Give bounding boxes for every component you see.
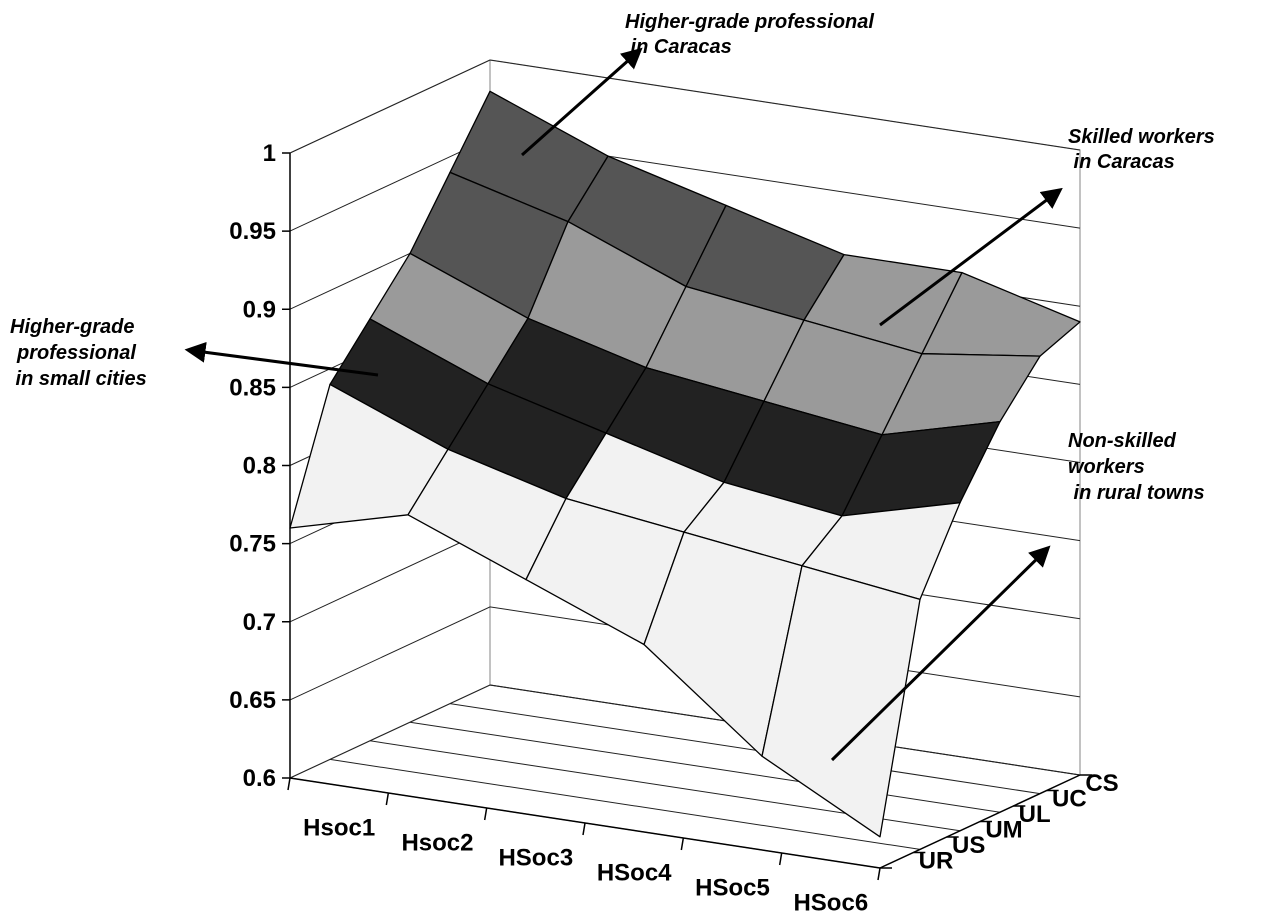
annotation-line: Skilled workers: [1068, 126, 1215, 148]
x-tick-mark: [287, 777, 291, 791]
z-tick-label: 0.85: [229, 374, 276, 401]
x-tick-label: HSoc3: [498, 845, 573, 872]
annotation-line: workers: [1068, 456, 1145, 478]
annotation-line: in small cities: [10, 368, 147, 390]
depth-tick-label: UC: [1052, 785, 1087, 812]
z-tick-label: 0.95: [229, 218, 276, 245]
arrow-hgp-small-cities: [184, 341, 379, 377]
arrow-skilled-caracas: [879, 187, 1063, 327]
chart-axes: 0.6 0.65 0.7 0.75 0.8 0.85 0.9 0.95 1 Hsoc1 Hsoc2 H…: [229, 140, 1118, 913]
annotation-line: in rural towns: [1068, 482, 1205, 504]
z-tick-label: 1: [263, 140, 276, 167]
surface-cell: [761, 565, 921, 838]
annotation-hgp-small-cities: Higher-grade professional in small citie…: [10, 316, 147, 390]
annotation-skilled-caracas: Skilled workers in Caracas: [1068, 126, 1220, 173]
z-tick-label: 0.7: [243, 609, 276, 636]
z-tick-label: 0.65: [229, 687, 276, 714]
annotation-line: Higher-grade professional: [625, 11, 874, 33]
annotation-line: Higher-grade: [10, 316, 134, 338]
x-tick-label: Hsoc2: [401, 830, 473, 857]
floor-gridline: [329, 758, 921, 850]
annotation-nonskilled-rural: Non-skilled workers in rural towns: [1068, 430, 1205, 504]
depth-tick-label: CS: [1085, 770, 1118, 797]
gridline: [289, 59, 1081, 154]
floor-gridline: [449, 703, 1041, 795]
depth-tick-label: UL: [1019, 801, 1051, 828]
annotation-line: in Caracas: [625, 36, 732, 58]
z-tick-label: 0.9: [243, 296, 276, 323]
x-tick-mark: [680, 837, 685, 851]
annotation-line: Non-skilled: [1068, 430, 1177, 452]
x-tick-mark: [582, 822, 586, 836]
x-tick-label: HSoc4: [597, 860, 672, 887]
z-tick-label: 0.75: [229, 531, 276, 558]
arrow-hgp-caracas: [521, 47, 643, 157]
z-tick-label: 0.6: [243, 765, 276, 792]
x-tick-mark: [385, 792, 390, 806]
x-tick-label: HSoc6: [793, 890, 868, 913]
x-tick-label: Hsoc1: [303, 815, 375, 842]
depth-tick-label: US: [952, 832, 985, 859]
arrow-nonskilled-rural: [830, 545, 1051, 762]
annotation-line: in Caracas: [1068, 151, 1175, 173]
x-tick-mark: [483, 807, 488, 821]
x-tick-mark: [778, 852, 783, 866]
x-tick-label: HSoc5: [695, 875, 770, 902]
surface-mesh: [289, 90, 1081, 838]
annotation-hgp-caracas: Higher-grade professional in Caracas: [625, 11, 880, 58]
z-tick-label: 0.8: [243, 453, 276, 480]
annotation-line: professional: [16, 342, 136, 364]
floor-gridline: [409, 721, 1001, 813]
depth-tick-label: UR: [919, 847, 954, 874]
annotations: Higher-grade professional in Caracas Ski…: [10, 11, 1220, 762]
x-tick-mark: [877, 867, 881, 881]
depth-tick-label: UM: [985, 816, 1022, 843]
